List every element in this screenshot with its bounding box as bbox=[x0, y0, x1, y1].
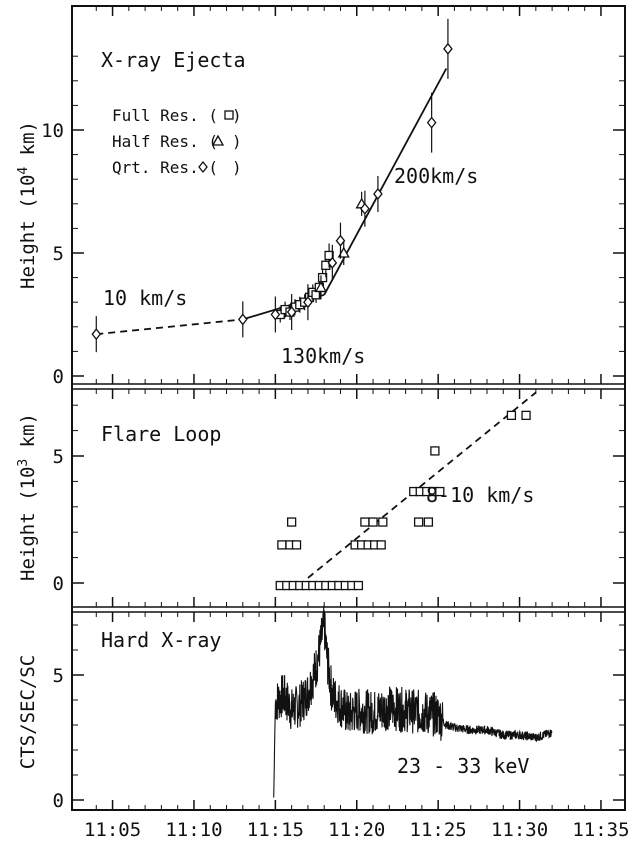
y-tick-label: 5 bbox=[53, 665, 64, 687]
ejecta-fit-line-0 bbox=[96, 318, 243, 336]
ejecta-point-square bbox=[324, 250, 334, 261]
hxr-light-curve bbox=[273, 605, 553, 798]
y-tick-label: 0 bbox=[53, 366, 64, 388]
ejecta-point-diamond bbox=[335, 234, 346, 247]
loop-point bbox=[277, 540, 287, 550]
ejecta-point-diamond bbox=[91, 328, 102, 341]
loop-point bbox=[368, 517, 378, 527]
x-tick-label: 11:10 bbox=[165, 819, 222, 841]
x-tick-label: 11:15 bbox=[247, 819, 304, 841]
ejecta-point-diamond bbox=[443, 42, 453, 55]
ejecta-point-diamond bbox=[270, 308, 281, 321]
loop-point bbox=[378, 517, 388, 527]
y-tick-label: 5 bbox=[53, 243, 64, 265]
ejecta-point-diamond bbox=[360, 202, 370, 215]
x-tick-label: 11:30 bbox=[491, 819, 548, 841]
x-tick-label: 11:35 bbox=[572, 819, 629, 841]
loop-point bbox=[521, 410, 531, 421]
plot-frame bbox=[71, 5, 626, 811]
ejecta-title: X-ray Ejecta bbox=[101, 48, 246, 72]
legend-full-res: Full Res. () bbox=[112, 106, 242, 125]
hxr-title: Hard X-ray bbox=[101, 628, 221, 652]
loop-point bbox=[430, 446, 440, 456]
loop-point bbox=[435, 486, 445, 497]
ejecta-point-square bbox=[317, 272, 328, 283]
loop-title: Flare Loop bbox=[101, 422, 221, 446]
ejecta-ylabel: Height (104 km) bbox=[16, 121, 39, 289]
ejecta-point-triangle bbox=[314, 281, 328, 293]
y-tick-label: 5 bbox=[53, 446, 64, 468]
panel-separator-2 bbox=[72, 606, 625, 613]
hxr-energy-label: 23 - 33 keV bbox=[397, 754, 529, 778]
loop-point bbox=[360, 517, 370, 527]
y-tick-label: 0 bbox=[53, 573, 64, 595]
x-tick-label: 11:25 bbox=[410, 819, 467, 841]
axis-ticks: 11:05 11:10 11:15 11:20 11:25 11:30 11:35 0 5 10 0… bbox=[41, 6, 629, 841]
ejecta-point-diamond bbox=[286, 305, 297, 319]
panel-separator-1 bbox=[72, 383, 625, 390]
legend-square-icon bbox=[224, 110, 234, 120]
legend-diamond-icon bbox=[198, 160, 208, 174]
loop-point bbox=[353, 580, 364, 591]
legend-triangle-icon bbox=[211, 134, 225, 146]
loop-point bbox=[423, 517, 434, 527]
ejecta-point-diamond bbox=[373, 187, 383, 201]
loop-point bbox=[376, 540, 386, 550]
speed-label-200: 200km/s bbox=[394, 164, 478, 188]
x-tick-label: 11:05 bbox=[84, 819, 141, 841]
ejecta-point-diamond bbox=[426, 116, 437, 129]
legend-qrt-res: Qrt. Res. () bbox=[112, 158, 242, 177]
ejecta-point-triangle bbox=[337, 246, 350, 258]
loop-speed-label: 8-10 km/s bbox=[426, 483, 534, 507]
speed-label-130: 130km/s bbox=[281, 344, 365, 368]
loop-point bbox=[286, 517, 297, 527]
legend-half-res: Half Res. () bbox=[112, 132, 242, 151]
hxr-ylabel: CTS/SEC/SC bbox=[17, 655, 39, 769]
loop-fit-line-0 bbox=[307, 391, 537, 579]
loop-point bbox=[413, 517, 424, 527]
x-tick-label: 11:20 bbox=[328, 819, 385, 841]
data-marks bbox=[91, 18, 553, 798]
ejecta-point-diamond bbox=[303, 296, 313, 309]
loop-point bbox=[291, 540, 302, 550]
y-tick-label: 10 bbox=[41, 120, 64, 142]
loop-ylabel: Height (103 km) bbox=[16, 413, 39, 581]
speed-label-10: 10 km/s bbox=[103, 286, 187, 310]
loop-point bbox=[506, 410, 517, 421]
ejecta-point-diamond bbox=[237, 313, 248, 326]
ejecta-point-diamond bbox=[327, 256, 338, 269]
y-tick-label: 0 bbox=[53, 790, 64, 812]
